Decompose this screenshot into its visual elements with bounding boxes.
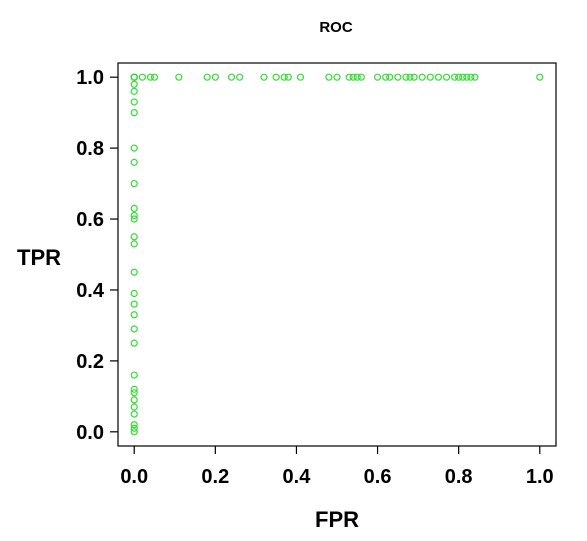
x-tick-label: 0.8 — [445, 466, 473, 488]
data-point — [150, 73, 159, 81]
data-point — [130, 311, 138, 319]
data-point — [130, 396, 138, 404]
data-point — [203, 73, 211, 81]
data-point — [130, 80, 138, 88]
data-point — [325, 73, 333, 81]
y-tick-label: 0.8 — [76, 138, 104, 160]
plot-frame — [117, 62, 557, 447]
data-point — [402, 73, 410, 81]
data-point — [280, 73, 288, 81]
data-points — [130, 73, 544, 436]
data-point — [406, 73, 414, 81]
data-point — [471, 73, 479, 81]
data-point — [130, 215, 138, 223]
data-point — [227, 73, 236, 81]
data-point — [353, 73, 361, 81]
y-tick-label: 0.2 — [76, 351, 104, 373]
x-axis: 0.0 0.2 0.4 0.6 0.8 1.0 — [120, 446, 554, 488]
data-point — [272, 73, 280, 81]
data-point — [130, 233, 138, 241]
data-point — [386, 73, 394, 81]
data-point — [130, 98, 138, 106]
data-point — [130, 204, 138, 212]
data-point — [345, 73, 353, 81]
data-point — [130, 268, 138, 276]
data-point — [130, 158, 138, 166]
data-point — [130, 389, 138, 397]
y-tick-label: 0.6 — [76, 209, 104, 231]
data-point — [284, 73, 292, 81]
data-point — [130, 428, 138, 436]
x-axis-label: FPR — [315, 507, 359, 532]
data-point — [146, 73, 155, 81]
data-point — [463, 73, 471, 81]
data-point — [459, 73, 467, 81]
y-tick-label: 1.0 — [76, 67, 104, 89]
y-tick-label: 0.4 — [76, 280, 105, 302]
data-point — [451, 73, 459, 81]
chart-title: ROC — [319, 19, 353, 36]
y-tick-label: 0.0 — [76, 422, 104, 444]
data-point — [175, 73, 183, 81]
data-point — [130, 339, 138, 347]
data-point — [455, 73, 463, 81]
data-point — [130, 300, 138, 308]
data-point — [373, 73, 382, 81]
data-point — [130, 424, 138, 432]
data-point — [130, 403, 138, 411]
data-point — [296, 73, 305, 81]
y-axis-label: TPR — [17, 245, 61, 270]
data-point — [130, 144, 138, 152]
data-point — [442, 73, 451, 81]
data-point — [138, 73, 146, 81]
data-point — [130, 211, 138, 220]
data-point — [130, 385, 138, 393]
data-point — [236, 73, 244, 81]
data-point — [130, 410, 138, 418]
data-point — [536, 73, 544, 81]
data-point — [130, 240, 138, 248]
data-point — [130, 371, 138, 379]
data-point — [130, 109, 138, 117]
data-point — [130, 179, 138, 188]
data-point — [333, 73, 341, 81]
data-point — [130, 289, 138, 298]
x-tick-label: 0.2 — [201, 466, 229, 488]
data-point — [130, 325, 138, 333]
x-tick-label: 1.0 — [526, 466, 554, 488]
x-tick-label: 0.0 — [120, 466, 148, 488]
data-point — [357, 73, 365, 81]
data-point — [130, 87, 138, 95]
data-point — [426, 73, 434, 81]
data-point — [394, 73, 402, 81]
data-point — [260, 73, 268, 81]
data-point — [434, 73, 442, 81]
x-tick-label: 0.4 — [283, 466, 312, 488]
y-axis: 0.0 0.2 0.4 0.6 0.8 1.0 — [76, 67, 118, 444]
data-point — [410, 73, 418, 81]
data-point — [418, 73, 426, 81]
data-point — [211, 73, 219, 81]
data-point — [467, 73, 475, 81]
data-point — [130, 73, 138, 81]
data-point — [382, 73, 390, 81]
x-tick-label: 0.6 — [364, 466, 392, 488]
data-point — [349, 73, 357, 81]
data-point — [130, 421, 138, 429]
